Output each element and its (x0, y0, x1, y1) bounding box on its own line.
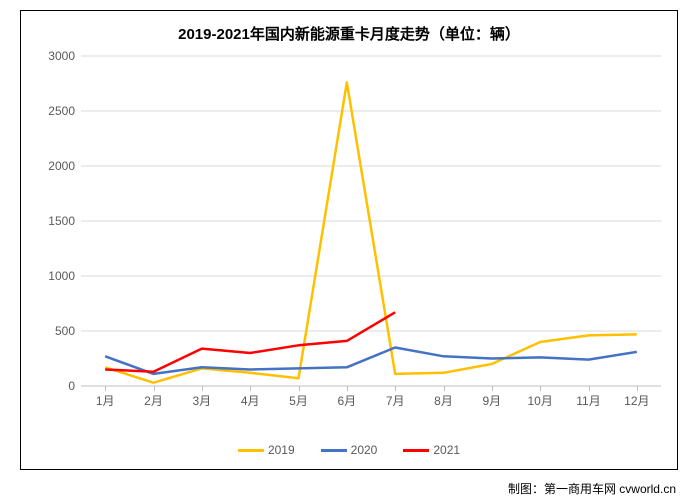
plot-area: 0500100015002000250030001月2月3月4月5月6月7月8月… (81, 56, 661, 386)
series-line-2021 (105, 312, 395, 371)
x-tick-label: 12月 (624, 386, 649, 409)
x-tick-label: 11月 (576, 386, 600, 409)
y-tick-label: 0 (68, 379, 81, 393)
legend-label: 2021 (433, 443, 460, 457)
y-tick-label: 1500 (48, 214, 81, 228)
y-tick-label: 1000 (48, 269, 81, 283)
y-tick-label: 3000 (48, 49, 81, 63)
y-tick-label: 2500 (48, 104, 81, 118)
credit-line: 制图：第一商用车网 cvworld.cn (508, 480, 676, 497)
x-tick-label: 6月 (337, 386, 356, 409)
x-tick-label: 10月 (527, 386, 552, 409)
series-line-2020 (105, 348, 637, 374)
x-tick-label: 4月 (241, 386, 260, 409)
series-line-2019 (105, 82, 637, 382)
chart-title: 2019-2021年国内新能源重卡月度走势（单位：辆） (21, 23, 677, 44)
y-tick-label: 500 (55, 324, 81, 338)
x-tick-label: 2月 (144, 386, 163, 409)
legend-swatch (403, 449, 429, 452)
legend: 2019 2020 2021 (21, 443, 677, 457)
legend-item-2021: 2021 (403, 443, 460, 457)
x-tick-label: 7月 (386, 386, 405, 409)
chart-frame: 2019-2021年国内新能源重卡月度走势（单位：辆） 050010001500… (20, 10, 678, 470)
x-tick-label: 3月 (192, 386, 211, 409)
chart-container: 2019-2021年国内新能源重卡月度走势（单位：辆） 050010001500… (0, 0, 698, 503)
x-tick-label: 9月 (482, 386, 501, 409)
legend-swatch (238, 449, 264, 452)
legend-item-2019: 2019 (238, 443, 295, 457)
x-tick-label: 8月 (434, 386, 453, 409)
legend-label: 2019 (268, 443, 295, 457)
legend-item-2020: 2020 (321, 443, 378, 457)
legend-swatch (321, 449, 347, 452)
x-tick-label: 1月 (96, 386, 115, 409)
legend-label: 2020 (351, 443, 378, 457)
y-tick-label: 2000 (48, 159, 81, 173)
x-tick-label: 5月 (289, 386, 308, 409)
